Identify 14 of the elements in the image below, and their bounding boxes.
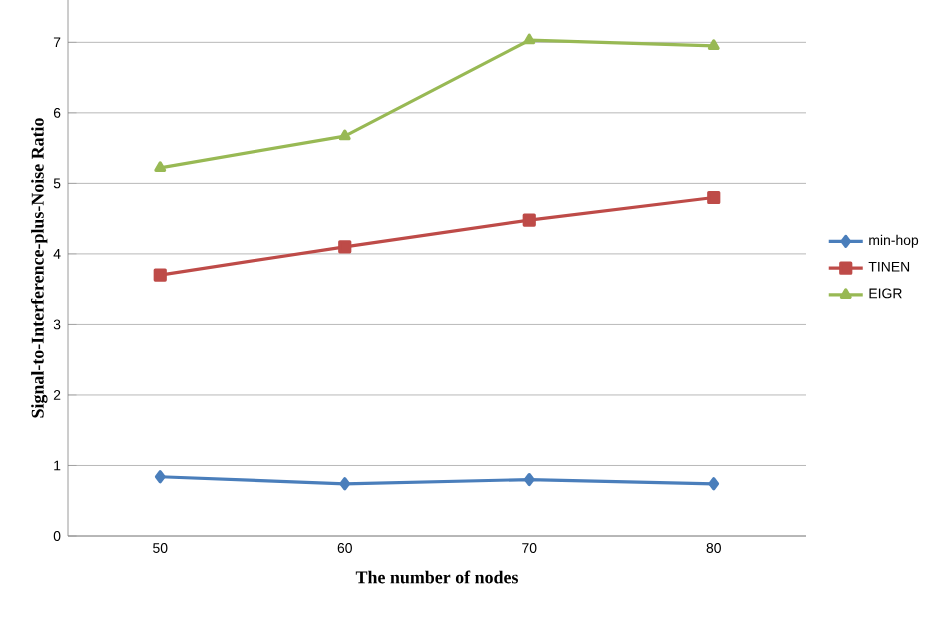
point: [523, 33, 536, 45]
point: [154, 161, 167, 172]
point: [523, 472, 535, 487]
y-axis-title: Signal-to-Interference-plus-Noise Ratio: [30, 118, 48, 418]
point: [707, 190, 721, 205]
point: [707, 39, 720, 50]
point: [154, 470, 166, 484]
point: [339, 477, 351, 491]
point: [153, 268, 167, 282]
x-axis-title: The number of nodes: [355, 570, 518, 584]
point: [338, 240, 352, 254]
point: [708, 477, 720, 491]
point: [522, 213, 536, 227]
point: [338, 129, 351, 141]
